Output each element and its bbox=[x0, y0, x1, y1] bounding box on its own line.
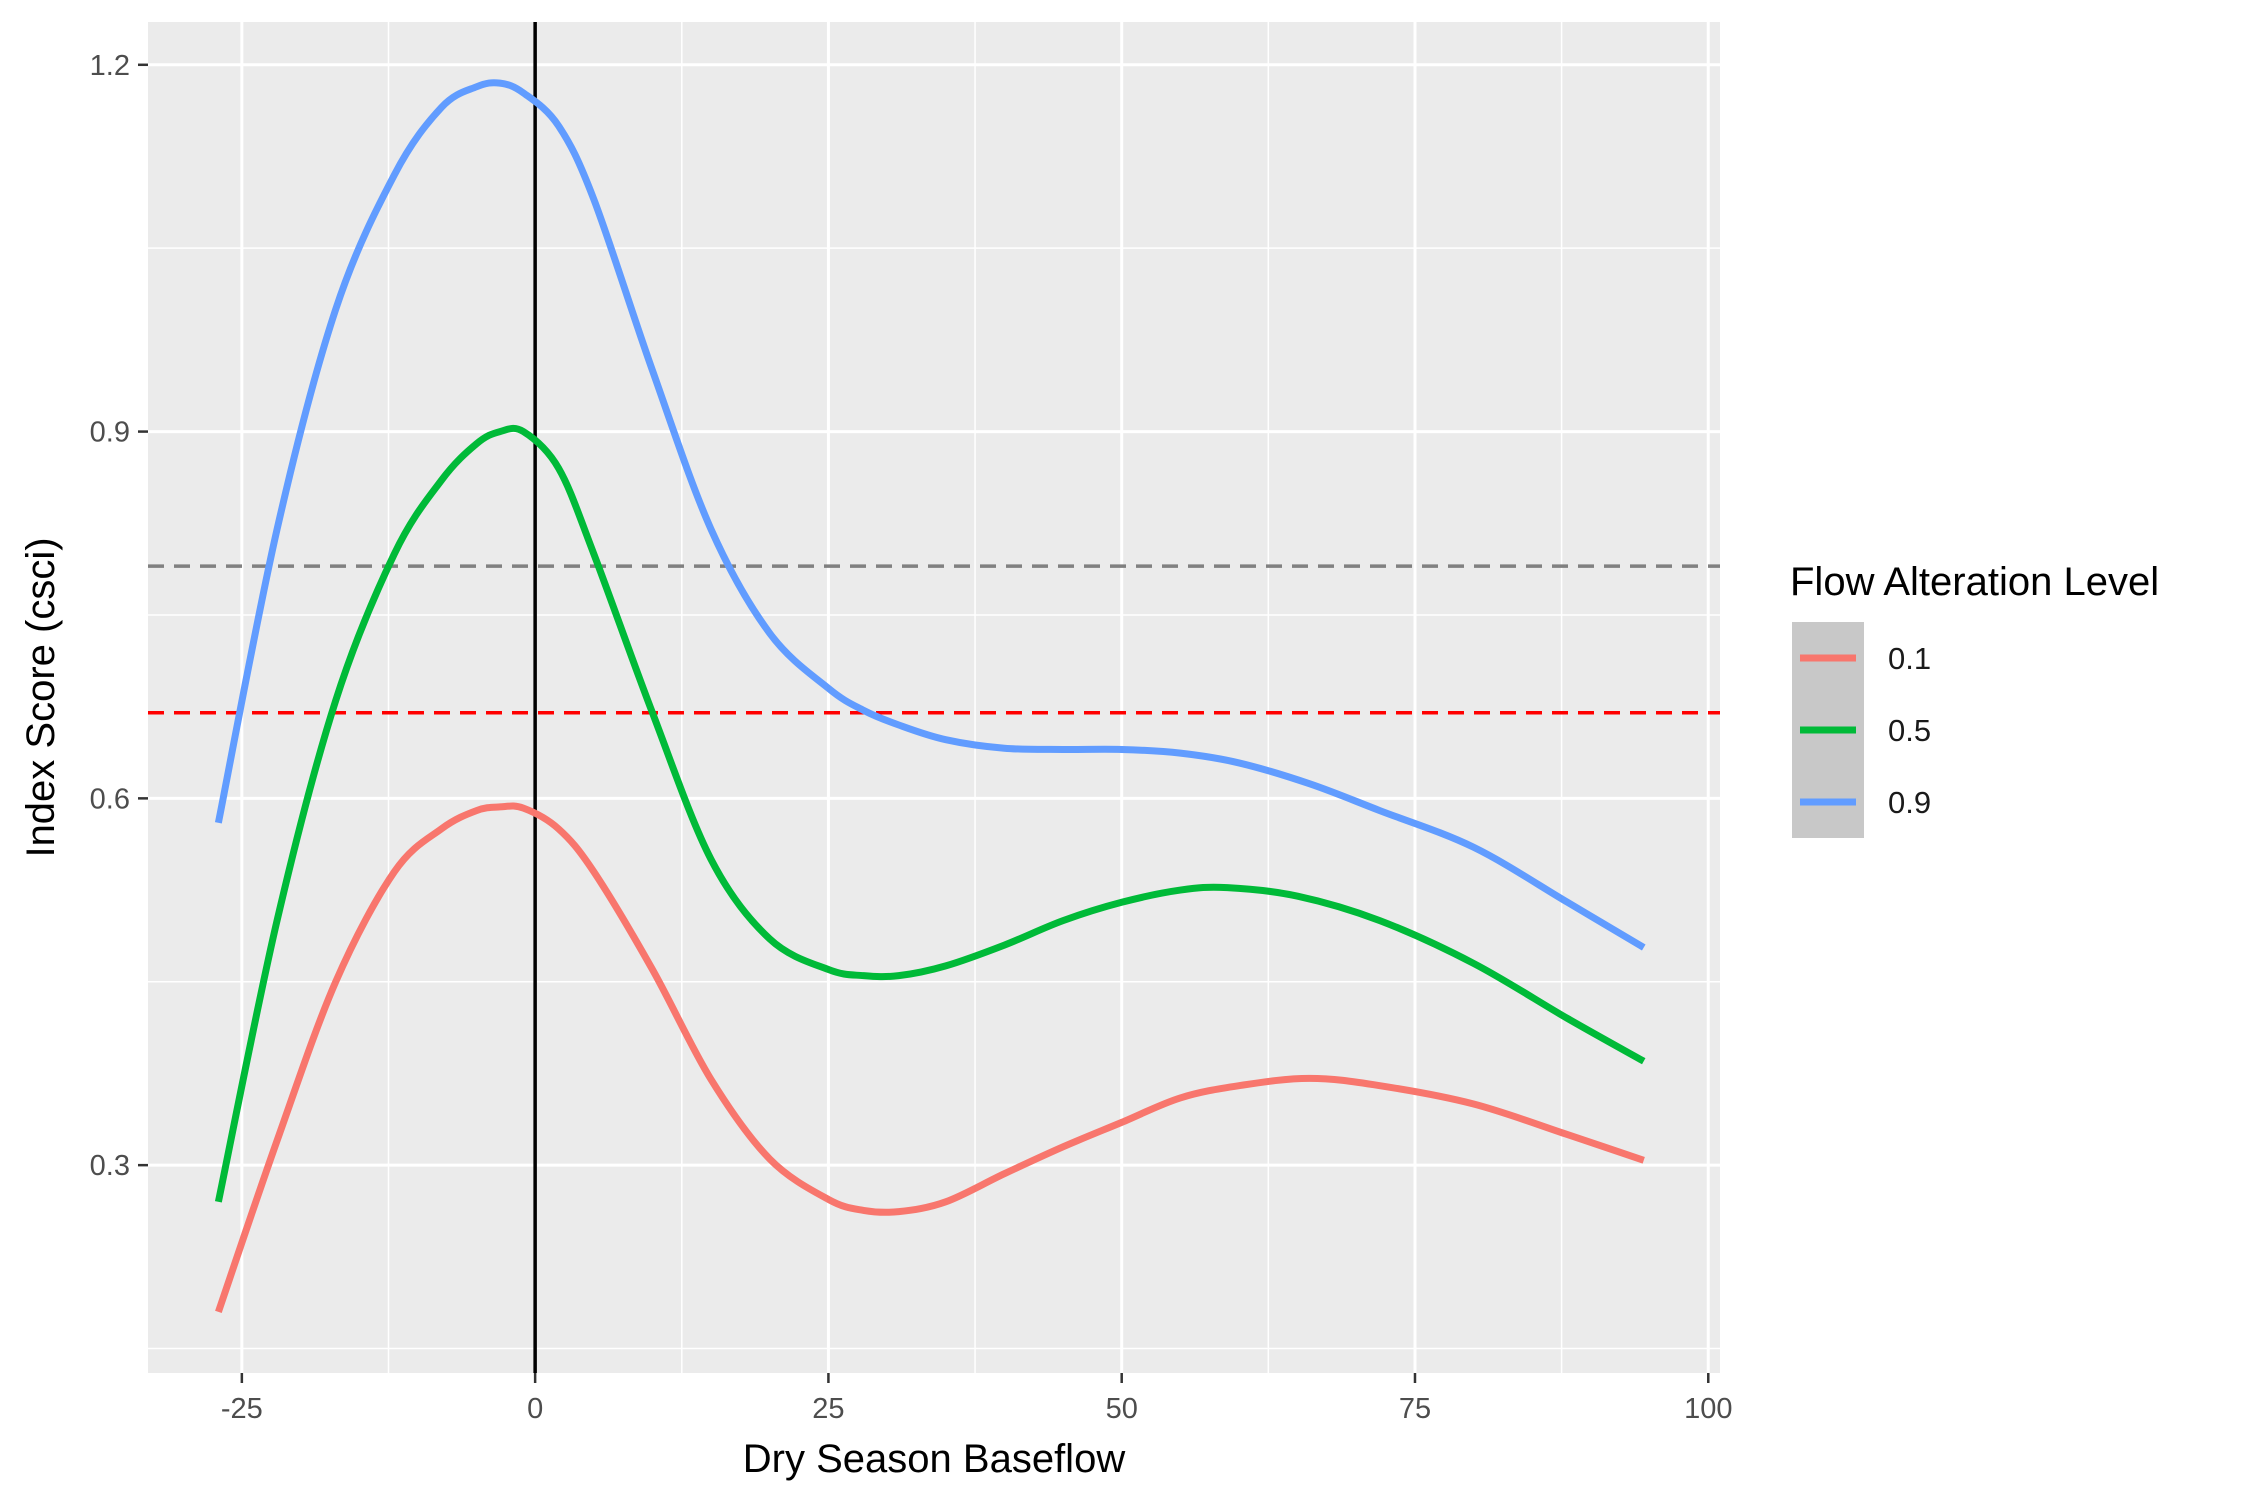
legend-label-0.9: 0.9 bbox=[1888, 785, 1931, 820]
x-tick-label: 100 bbox=[1684, 1393, 1732, 1425]
x-tick-label: 25 bbox=[812, 1393, 844, 1425]
grid-minor bbox=[148, 22, 1720, 1373]
legend-label-0.5: 0.5 bbox=[1888, 713, 1931, 748]
x-tick-label: 0 bbox=[527, 1393, 543, 1425]
series-line-0.9 bbox=[214, 79, 1646, 951]
reference-lines bbox=[148, 22, 1720, 1373]
series-line-0.1 bbox=[215, 802, 1645, 1314]
y-tick-label: 0.6 bbox=[90, 783, 130, 815]
x-axis-title: Dry Season Baseflow bbox=[743, 1437, 1126, 1481]
x-tick-label: 50 bbox=[1106, 1393, 1138, 1425]
series-line-0.5 bbox=[214, 424, 1646, 1203]
y-tick-label: 0.3 bbox=[90, 1150, 130, 1182]
legend-items: 0.1 0.5 0.9 bbox=[1800, 641, 1931, 820]
y-axis: 0.3 0.6 0.9 1.2 bbox=[90, 50, 148, 1182]
y-axis-title: Index Score (csci) bbox=[19, 537, 63, 857]
legend-title: Flow Alteration Level bbox=[1790, 560, 2159, 604]
x-tick-label: 75 bbox=[1399, 1393, 1431, 1425]
y-tick-label: 0.9 bbox=[90, 417, 130, 449]
y-tick-label: 1.2 bbox=[90, 50, 130, 82]
series-layer bbox=[214, 79, 1646, 1314]
plot-panel bbox=[148, 22, 1720, 1373]
x-axis: -25 0 25 50 75 100 bbox=[221, 1373, 1732, 1425]
x-tick-label: -25 bbox=[221, 1393, 263, 1425]
legend: Flow Alteration Level 0.1 0.5 0.9 bbox=[1790, 560, 2159, 838]
legend-label-0.1: 0.1 bbox=[1888, 641, 1931, 676]
